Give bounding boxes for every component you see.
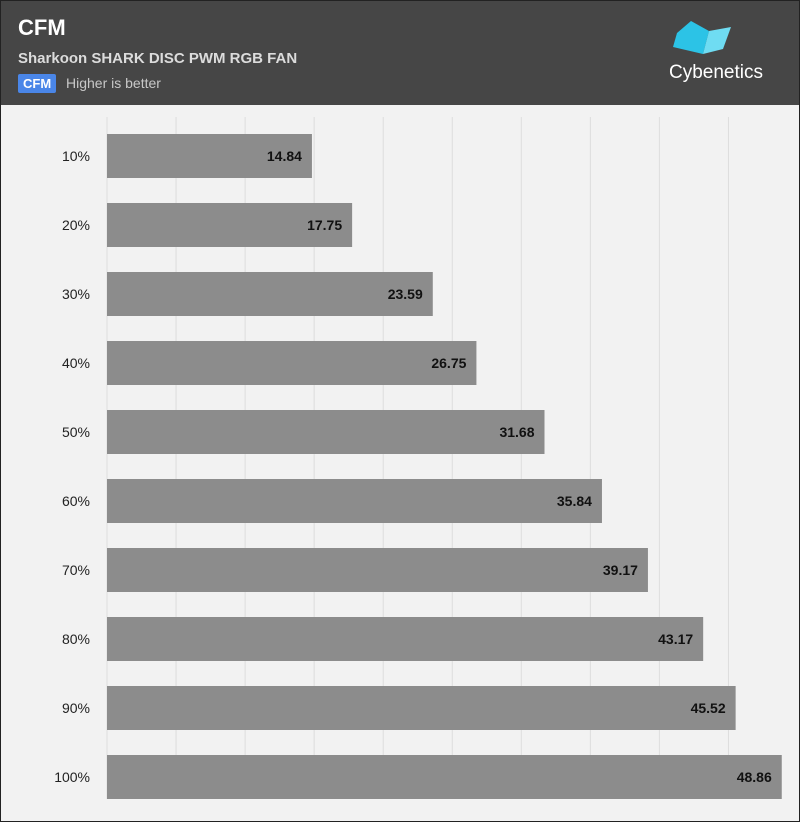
bar: [107, 341, 477, 385]
category-label: 50%: [62, 424, 90, 440]
chart-title: CFM: [18, 15, 66, 40]
category-label: 10%: [62, 148, 90, 164]
chart-header: CFM Sharkoon SHARK DISC PWM RGB FAN CFM …: [1, 1, 799, 105]
logo-shape: [673, 21, 709, 54]
bar-value-label: 17.75: [307, 217, 342, 233]
bar: [107, 686, 736, 730]
bar-value-label: 23.59: [388, 286, 423, 302]
bar-chart-plot: 14.84 10% 17.75 20% 23.59 30% 26.75 40% 31.68 50%…: [54, 117, 782, 799]
higher-is-better-note: Higher is better: [66, 75, 161, 91]
bar-value-label: 31.68: [499, 424, 534, 440]
chart-subtitle: Sharkoon SHARK DISC PWM RGB FAN: [18, 50, 298, 67]
metric-badge: CFM: [18, 74, 57, 93]
bar: [107, 203, 353, 247]
cybenetics-logo-icon: [673, 21, 731, 54]
category-label: 90%: [62, 700, 90, 716]
bar: [107, 548, 648, 592]
bar-value-label: 26.75: [431, 355, 466, 371]
brand-name: Cybenetics: [669, 62, 763, 83]
bar: [107, 272, 433, 316]
bar-value-label: 43.17: [658, 631, 693, 647]
category-label: 70%: [62, 562, 90, 578]
bar-value-label: 48.86: [737, 769, 772, 785]
bar-value-label: 35.84: [557, 493, 592, 509]
bar: [107, 134, 312, 178]
category-label: 100%: [54, 769, 90, 785]
category-label: 40%: [62, 355, 90, 371]
bar: [107, 410, 545, 454]
bar: [107, 755, 782, 799]
category-label: 60%: [62, 493, 90, 509]
bar: [107, 479, 602, 523]
category-label: 20%: [62, 217, 90, 233]
bar: [107, 617, 704, 661]
category-label: 80%: [62, 631, 90, 647]
logo-shape-facet: [703, 27, 731, 54]
bar-value-label: 39.17: [603, 562, 638, 578]
bar-value-label: 14.84: [267, 148, 302, 164]
category-label: 30%: [62, 286, 90, 302]
bar-value-label: 45.52: [691, 700, 726, 716]
